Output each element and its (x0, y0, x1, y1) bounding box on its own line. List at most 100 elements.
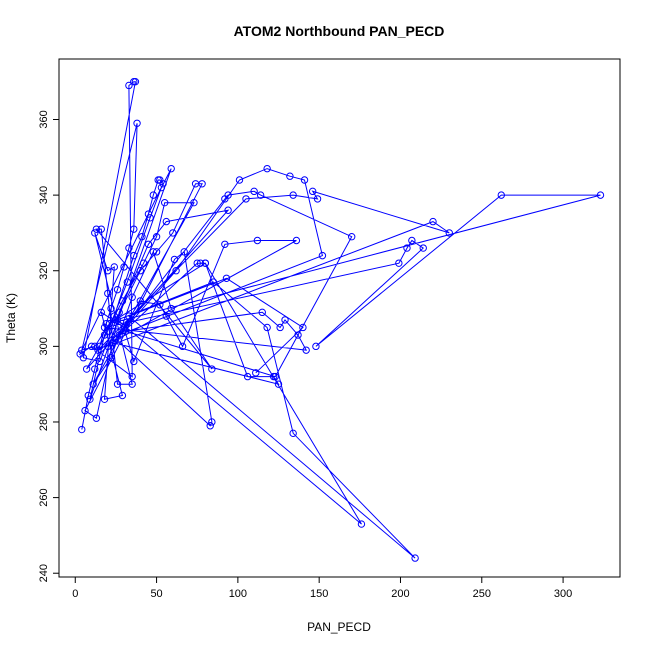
data-point (201, 259, 210, 267)
data-point (156, 301, 164, 309)
data-point (271, 372, 279, 381)
data-point (224, 206, 232, 214)
data-point (95, 357, 104, 366)
x-tick-label: 200 (391, 588, 409, 600)
data-point (159, 180, 167, 188)
data-point (125, 244, 133, 252)
data-point (221, 240, 229, 248)
data-point (208, 418, 216, 426)
data-point (313, 195, 322, 203)
data-point (113, 285, 122, 294)
x-axis: 0 50 100 150 200 250 300 (72, 576, 572, 600)
data-point (94, 346, 102, 354)
data-point (81, 406, 89, 415)
data-point (136, 267, 145, 275)
data-point (79, 354, 88, 362)
data-point (312, 342, 320, 351)
data-point (289, 429, 297, 438)
series-line (78, 81, 601, 559)
data-point (169, 229, 177, 237)
data-point (224, 191, 232, 199)
data-point (167, 164, 175, 173)
data-point (152, 233, 161, 241)
y-tick-label: 280 (38, 413, 50, 431)
data-point (403, 244, 411, 252)
data-point (128, 293, 136, 301)
data-point (91, 229, 99, 237)
data-point (121, 327, 130, 335)
data-point (300, 176, 309, 184)
data-point (286, 172, 294, 180)
data-point (253, 236, 262, 245)
data-point (170, 255, 179, 264)
data-point (445, 229, 453, 237)
x-tick-label: 0 (72, 588, 78, 600)
data-point (144, 240, 153, 248)
data-point (263, 164, 271, 173)
data-point (347, 233, 356, 241)
data-point (107, 354, 115, 362)
data-point (144, 210, 153, 218)
data-point (178, 342, 187, 351)
x-tick-label: 250 (473, 588, 491, 600)
data-point (125, 312, 133, 320)
data-point (100, 323, 109, 332)
x-tick-label: 100 (229, 588, 247, 600)
data-point (113, 380, 122, 388)
data-point (100, 395, 109, 403)
data-point (130, 251, 138, 260)
data-point (190, 198, 198, 207)
data-point (209, 278, 218, 286)
data-point (256, 191, 265, 199)
y-tick-label: 360 (38, 110, 50, 128)
data-point (250, 187, 258, 196)
data-point (160, 198, 169, 207)
data-point (105, 319, 114, 328)
data-point (180, 248, 188, 256)
data-point (157, 183, 166, 192)
y-axis-label: Theta (K) (4, 293, 18, 343)
data-point (87, 342, 96, 351)
data-point (130, 225, 138, 233)
y-tick-label: 340 (38, 186, 50, 204)
data-point (208, 365, 216, 373)
data-point (167, 304, 175, 313)
x-tick-label: 300 (554, 588, 572, 600)
data-point (118, 297, 127, 305)
chart-title: ATOM2 Northbound PAN_PECD (234, 23, 445, 39)
data-point (104, 342, 112, 351)
data-point (133, 119, 141, 127)
data-point (115, 331, 123, 339)
y-tick-label: 240 (38, 564, 50, 582)
data-point (123, 278, 131, 286)
data-point (274, 380, 283, 388)
data-point (419, 244, 427, 252)
data-point (91, 365, 99, 373)
x-axis-label: PAN_PECD (307, 620, 371, 634)
data-point (252, 369, 260, 377)
data-point (92, 225, 101, 233)
data-point (308, 187, 317, 196)
data-point (318, 251, 327, 260)
data-point (100, 331, 109, 339)
data-point (172, 267, 180, 275)
x-tick-label: 50 (150, 588, 162, 600)
data-point (357, 520, 366, 528)
data-series (76, 77, 605, 562)
data-point (242, 195, 250, 203)
data-point (84, 391, 92, 400)
data-point (128, 380, 136, 388)
data-point (302, 346, 310, 354)
data-point (258, 308, 266, 317)
data-point (149, 248, 158, 256)
data-point (120, 263, 128, 271)
data-point (276, 323, 284, 332)
data-point (128, 372, 136, 381)
data-point (107, 304, 115, 313)
data-point (193, 259, 201, 267)
data-point (289, 191, 297, 199)
data-point (97, 308, 105, 317)
data-point (299, 323, 307, 332)
y-tick-label: 320 (38, 262, 50, 280)
